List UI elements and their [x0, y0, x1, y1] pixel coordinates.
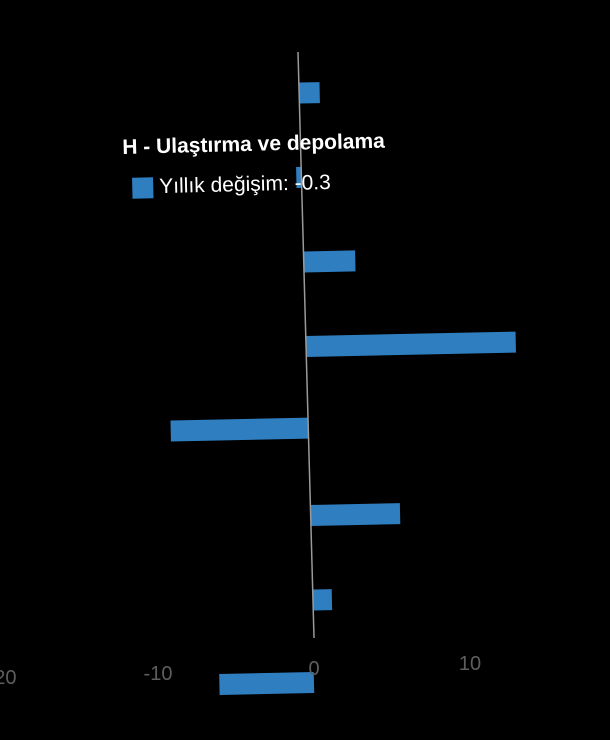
bars-layer: [170, 82, 516, 695]
x-axis-ticks: -20 -10 0 10: [0, 653, 481, 689]
tooltip-value: -0.3: [294, 170, 332, 195]
bar-6[interactable]: [312, 589, 333, 611]
bar-2[interactable]: [303, 250, 356, 273]
bar-7[interactable]: [219, 672, 315, 695]
bar-4[interactable]: [170, 417, 309, 442]
bar-3[interactable]: [305, 331, 516, 357]
x-tick-label: 10: [459, 653, 481, 675]
x-tick-label: -20: [0, 667, 16, 689]
series-swatch: [132, 176, 154, 199]
tooltip-series-label: Yıllık değişim:: [158, 171, 290, 199]
bar-5[interactable]: [310, 503, 401, 526]
bar-0[interactable]: [298, 82, 320, 104]
bar-1[interactable]: [296, 166, 302, 188]
tooltip-title: H - Ulaştırma ve depolama: [122, 129, 386, 159]
x-tick-label: -10: [144, 663, 173, 685]
zero-axis-line: [297, 51, 315, 639]
tooltip: H - Ulaştırma ve depolama Yıllık değişim…: [122, 130, 386, 200]
x-tick-label: 0: [308, 658, 319, 680]
